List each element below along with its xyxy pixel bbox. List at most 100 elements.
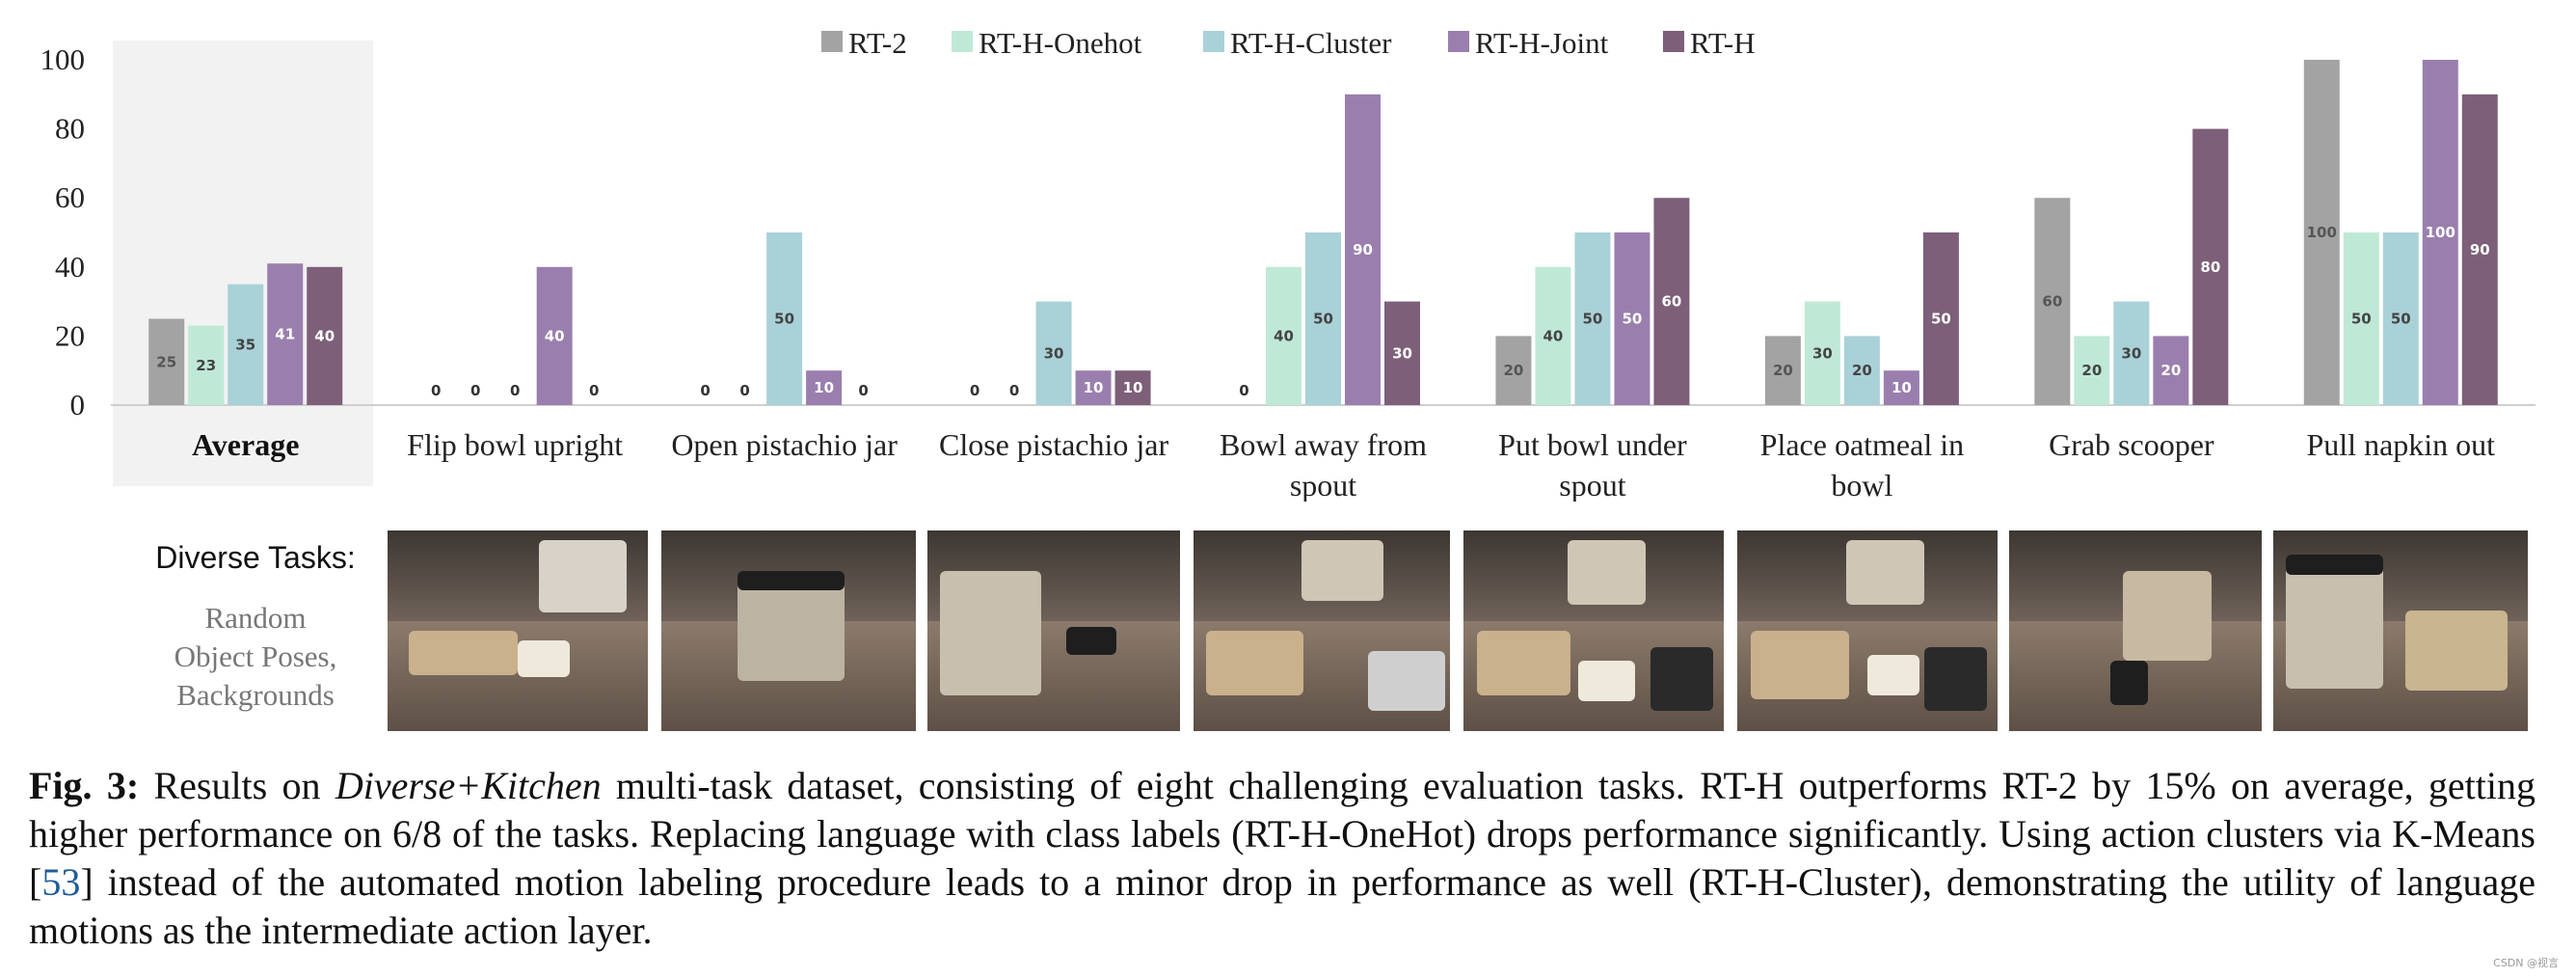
y-tick-label: 80	[55, 112, 85, 146]
bar-value-label: 10	[814, 379, 834, 396]
photo-object	[940, 570, 1041, 695]
x-category-label: Flip bowl upright	[407, 427, 623, 462]
bar-rt-h-joint	[2422, 60, 2458, 405]
bar-rt-2	[148, 318, 185, 405]
x-category-label: Open pistachio jar	[671, 427, 898, 462]
bar-value-label: 0	[589, 382, 599, 399]
side-subtitle-line: Backgrounds	[176, 678, 335, 712]
bar-rt-h-cluster	[766, 232, 803, 405]
bar-rt-h-onehot	[2343, 232, 2379, 405]
bar-rt-2	[2303, 60, 2340, 405]
average-highlight	[113, 41, 373, 486]
caption-text: Results on	[139, 764, 335, 807]
legend-label: RT-H-Cluster	[1230, 26, 1392, 60]
photo-object	[1577, 661, 1636, 701]
legend-swatch	[1663, 31, 1684, 52]
bar-value-label: 90	[1353, 241, 1373, 258]
photo-object	[2109, 661, 2149, 705]
photo-object	[1066, 626, 1117, 655]
bar-rt-h-cluster	[1035, 301, 1072, 405]
bar-value-label: 40	[545, 327, 565, 344]
bar-value-label: 30	[1812, 344, 1833, 362]
bar-value-label: 23	[196, 357, 216, 374]
bar-value-label: 0	[1009, 382, 1019, 399]
bar-rt-h-joint	[806, 370, 843, 405]
bar-rt-h-onehot	[1804, 301, 1840, 405]
photo-object	[2405, 611, 2508, 692]
photo-object	[1650, 646, 1714, 712]
bar-value-label: 10	[1084, 379, 1104, 396]
bar-rt-h-joint	[1883, 370, 1919, 405]
bar-value-label: 20	[1852, 362, 1872, 379]
bar-value-label: 40	[1274, 327, 1294, 344]
bar-value-label: 30	[2121, 344, 2141, 362]
side-panel-subtitle: Random Object Poses, Backgrounds	[116, 599, 395, 715]
legend-swatch	[1203, 31, 1224, 52]
caption-text: multi-task dataset, consisting of eight …	[29, 764, 2536, 904]
photo-object	[1367, 650, 1445, 712]
bar-value-label: 30	[1044, 344, 1064, 362]
bar-rt-h-cluster	[228, 284, 264, 405]
photo-object	[2286, 560, 2383, 690]
legend-label: RT-H-Joint	[1475, 26, 1609, 60]
photo-object	[1301, 540, 1383, 601]
y-tick-label: 0	[70, 388, 86, 421]
bar-rt-h	[1922, 232, 1959, 405]
bar-rt-h	[1384, 301, 1420, 405]
legend-label: RT-H-Onehot	[979, 26, 1142, 60]
bar-value-label: 20	[2081, 362, 2102, 379]
photo-object	[2122, 570, 2212, 662]
y-tick-label: 60	[55, 180, 85, 214]
bar-value-label: 50	[1623, 311, 1643, 328]
bar-rt-h-joint	[1075, 370, 1112, 405]
photo-object	[1750, 631, 1850, 699]
bar-rt-h-joint	[536, 266, 573, 405]
legend-label: RT-2	[848, 26, 907, 60]
caption-text: ] instead of the automated motion labeli…	[29, 860, 2536, 952]
bar-rt-h-onehot	[1266, 266, 1301, 405]
bar-value-label: 50	[774, 311, 794, 328]
bar-rt-h-cluster	[1305, 232, 1341, 405]
bar-rt-h-cluster	[1843, 336, 1880, 405]
x-category-label: Pull napkin out	[2306, 427, 2495, 462]
bar-rt-h-cluster	[2382, 232, 2419, 405]
figure-caption: Fig. 3: Results on Diverse+Kitchen multi…	[29, 762, 2536, 955]
side-subtitle-line: Random	[204, 601, 307, 635]
x-category-label: Put bowl under	[1498, 427, 1687, 462]
bar-rt-2	[1764, 336, 1801, 405]
bar-chart: 0 20 40 60 80 100 25 23 35 41 40 Average 0 0 0 40 0 Flip …	[40, 26, 2536, 503]
bar-value-label: 50	[1313, 311, 1333, 328]
task-photos	[0, 530, 2576, 733]
legend-label: RT-H	[1690, 26, 1756, 60]
bar-value-label: 60	[2042, 293, 2062, 311]
bar-rt-h-onehot	[1535, 266, 1571, 405]
photo-object	[2286, 554, 2383, 575]
y-tick-label: 100	[40, 42, 86, 76]
bar-value-label: 50	[1583, 311, 1603, 328]
bar-rt-h	[307, 266, 343, 405]
bar-value-label: 0	[431, 382, 441, 399]
place-oatmeal-photo	[1737, 530, 1998, 731]
bar-rt-h-joint	[267, 263, 304, 405]
bar-value-label: 0	[858, 382, 868, 399]
bar-value-label: 20	[1504, 362, 1524, 379]
bowl-under-photo	[1463, 530, 1724, 731]
caption-label: Fig. 3:	[29, 764, 140, 807]
bar-value-label: 10	[1892, 379, 1912, 396]
caption-reference-link[interactable]: 53	[41, 860, 81, 904]
bar-rt-h	[1653, 198, 1690, 405]
bar-value-label: 50	[1931, 311, 1951, 328]
x-category-label: Close pistachio jar	[939, 427, 1169, 462]
bowl-away-photo	[1194, 530, 1450, 731]
photo-object	[1568, 540, 1646, 605]
bar-rt-h-onehot	[188, 325, 225, 405]
bar-value-label: 10	[1123, 379, 1143, 396]
bar-value-label: 100	[2426, 224, 2455, 241]
pull-napkin-photo	[2273, 530, 2528, 731]
bar-rt-h-joint	[1614, 232, 1650, 405]
bar-value-label: 0	[970, 382, 979, 399]
bar-value-label: 20	[1773, 362, 1793, 379]
photo-object	[738, 581, 845, 681]
bar-value-label: 100	[2307, 224, 2337, 241]
bar-value-label: 50	[2391, 311, 2411, 328]
